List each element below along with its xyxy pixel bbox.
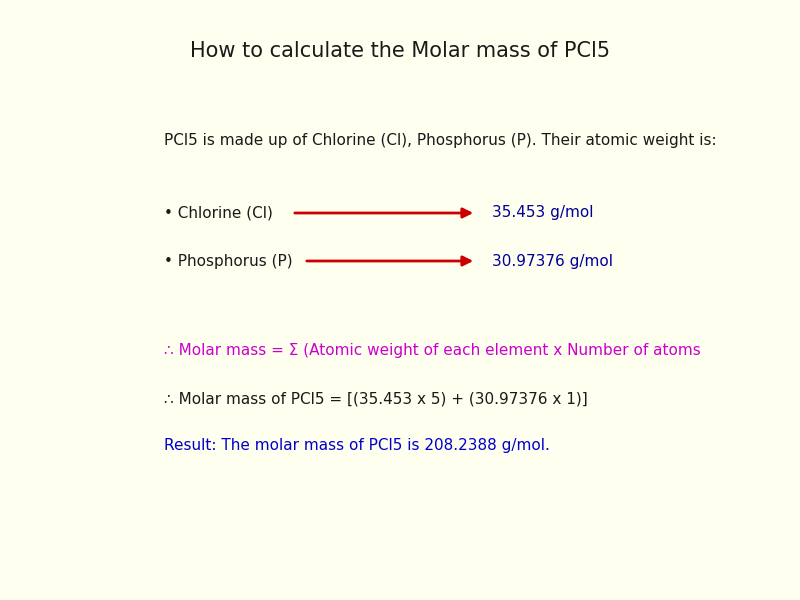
Text: • Phosphorus (P): • Phosphorus (P) bbox=[164, 254, 293, 269]
Text: PCl5 is made up of Chlorine (Cl), Phosphorus (P). Their atomic weight is:: PCl5 is made up of Chlorine (Cl), Phosph… bbox=[164, 133, 717, 148]
Text: ∴ Molar mass = Σ (Atomic weight of each element x Number of atoms: ∴ Molar mass = Σ (Atomic weight of each … bbox=[164, 343, 701, 358]
Text: 35.453 g/mol: 35.453 g/mol bbox=[492, 205, 594, 220]
Text: Result: The molar mass of PCl5 is 208.2388 g/mol.: Result: The molar mass of PCl5 is 208.23… bbox=[164, 438, 550, 452]
Text: 30.97376 g/mol: 30.97376 g/mol bbox=[492, 254, 613, 269]
Text: How to calculate the Molar mass of PCl5: How to calculate the Molar mass of PCl5 bbox=[190, 41, 610, 61]
Text: • Chlorine (Cl): • Chlorine (Cl) bbox=[164, 205, 273, 220]
Text: ∴ Molar mass of PCl5 = [(35.453 x 5) + (30.97376 x 1)]: ∴ Molar mass of PCl5 = [(35.453 x 5) + (… bbox=[164, 391, 588, 407]
